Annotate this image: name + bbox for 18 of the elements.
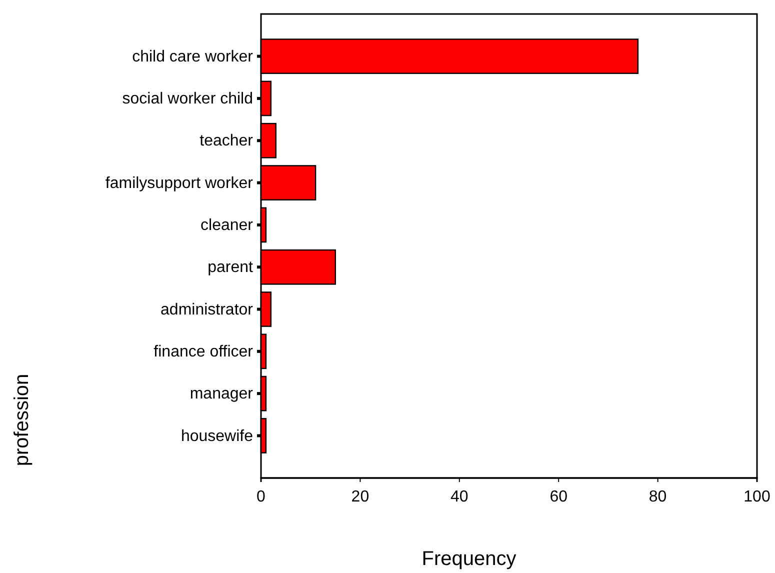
y-tick-label: housewife	[180, 428, 254, 445]
y-tick-label: child care worker	[132, 48, 254, 66]
x-axis-title: Frequency	[422, 548, 516, 570]
y-tick-label: cleaner	[200, 217, 254, 234]
x-tick-label: 80	[648, 488, 667, 506]
y-tick-label: social worker child	[122, 90, 253, 108]
x-tick-label: 20	[351, 488, 370, 506]
y-tick-label: finance officer	[154, 344, 254, 361]
y-tick-label: familysupport worker	[105, 174, 254, 192]
y-tick-label: teacher	[200, 132, 254, 150]
x-tick-label: 40	[450, 488, 468, 506]
x-tick-label: 60	[550, 488, 568, 506]
x-tick-label: 0	[256, 488, 266, 506]
y-tick-label: manager	[190, 386, 254, 403]
y-tick-label: parent	[208, 259, 254, 276]
y-tick-label: administrator	[160, 301, 254, 318]
x-tick-label: 100	[744, 488, 770, 506]
y-axis-title: profession	[11, 374, 33, 466]
